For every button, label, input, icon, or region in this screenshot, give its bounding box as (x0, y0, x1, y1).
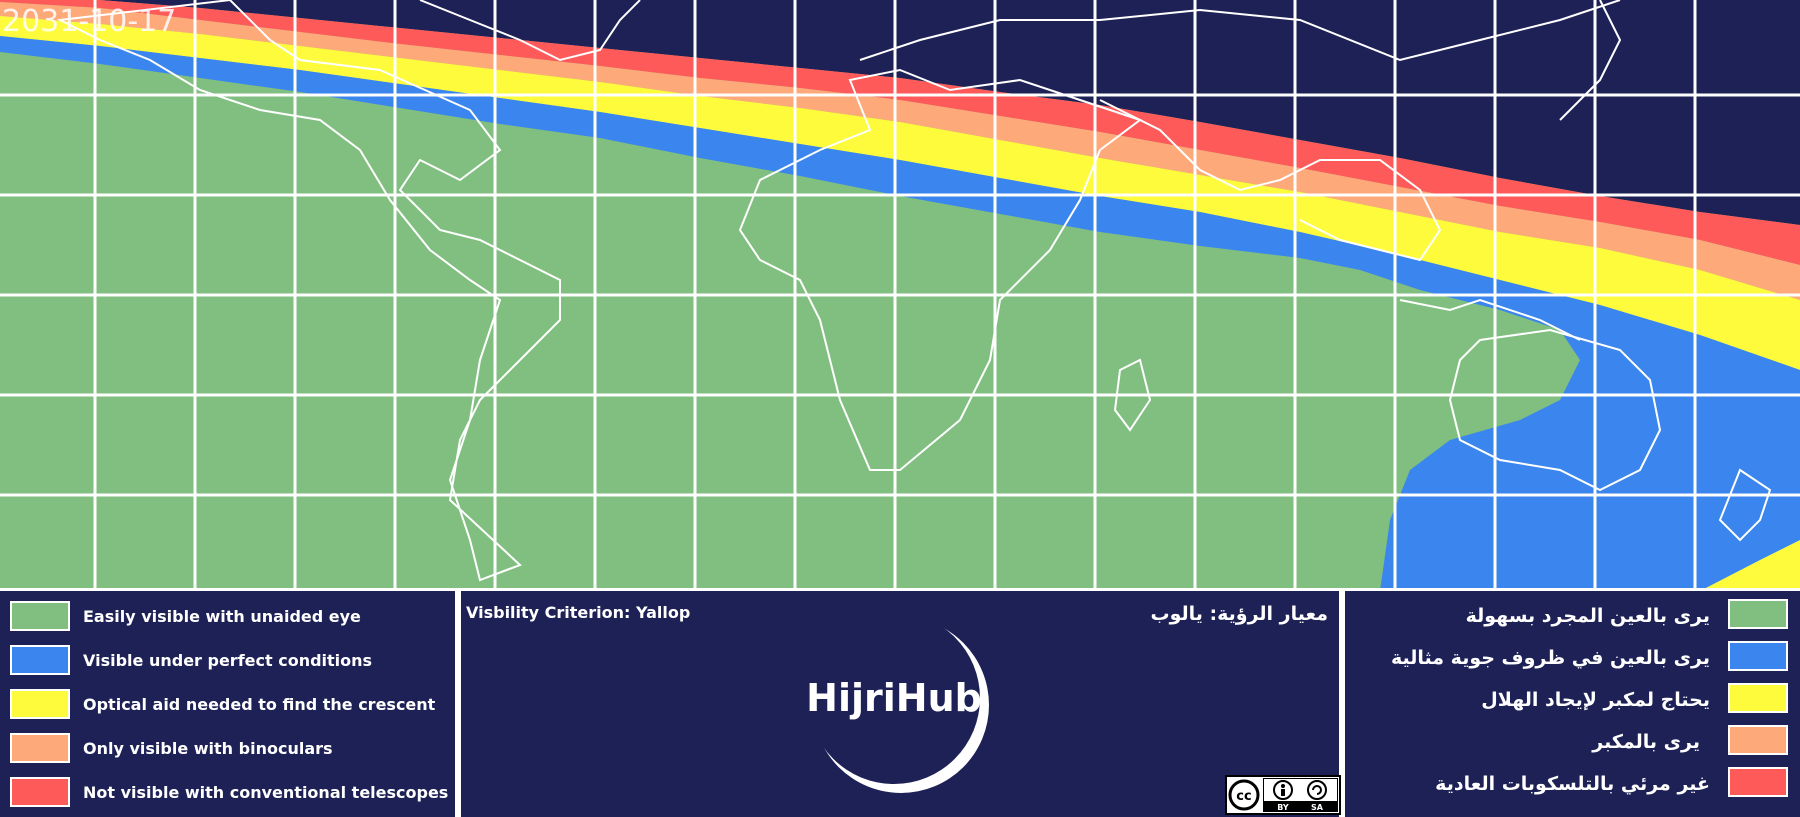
lat-lon-grid (0, 0, 1800, 591)
logo-text: HijriHub (806, 676, 982, 720)
legend-ar-label-optical-aid: يحتاج لمكبر لإيجاد الهلال (1481, 689, 1710, 711)
cc-icon: cc (1236, 789, 1251, 804)
coastlines (56, 0, 1772, 582)
divider-right (1339, 591, 1345, 817)
criterion-arabic: معيار الرؤية: يالوب (1150, 603, 1329, 625)
legend-ar-swatch-easily-visible (1728, 599, 1788, 629)
legend-label-not-visible: Not visible with conventional telescopes (83, 783, 449, 802)
criterion-english: Visbility Criterion: Yallop (466, 603, 691, 622)
legend-label-easily-visible: Easily visible with unaided eye (83, 607, 361, 626)
cc-license-badge: cc BY SA (1225, 775, 1341, 815)
optical-aid-zone-south (1700, 540, 1800, 591)
sa-label: SA (1311, 803, 1324, 812)
divider-left (455, 591, 461, 817)
legend-swatch-not-visible (10, 777, 70, 807)
legend-ar-label-binoculars: يرى بالمكبر (1592, 731, 1700, 753)
by-label: BY (1277, 803, 1289, 812)
legend-swatch-binoculars (10, 733, 70, 763)
legend-arabic (1345, 591, 1800, 817)
divider-horizontal (0, 588, 1800, 591)
visibility-map (0, 0, 1800, 591)
perfect-conditions-zone (0, 36, 1800, 591)
legend-label-perfect-conditions: Visible under perfect conditions (83, 651, 373, 670)
sa-icon (1307, 780, 1327, 800)
legend-ar-swatch-optical-aid (1728, 683, 1788, 713)
legend-swatch-easily-visible (10, 601, 70, 631)
map-date: 2031-10-17 (2, 4, 177, 39)
night-zone (0, 0, 1800, 225)
legend-swatch-perfect-conditions (10, 645, 70, 675)
optical-aid-zone (0, 16, 1800, 370)
legend-ar-label-easily-visible: يرى بالعين المجرد بسهولة (1465, 605, 1710, 627)
legend-label-binoculars: Only visible with binoculars (83, 739, 333, 758)
legend-ar-swatch-not-visible (1728, 767, 1788, 797)
legend-ar-swatch-binoculars (1728, 725, 1788, 755)
crescent-inner (808, 612, 980, 784)
hijrihub-logo: HijriHub (806, 612, 989, 793)
binoculars-zone (0, 2, 1800, 300)
legend-ar-label-perfect-conditions: يرى بالعين في ظروف جوية مثالية (1390, 647, 1710, 669)
legend-swatch-optical-aid (10, 689, 70, 719)
legend-english (0, 591, 455, 817)
legend-ar-swatch-perfect-conditions (1728, 641, 1788, 671)
legend-label-optical-aid: Optical aid needed to find the crescent (83, 695, 436, 714)
legend-ar-label-not-visible: غير مرئي بالتلسكوبات العادية (1435, 773, 1710, 795)
